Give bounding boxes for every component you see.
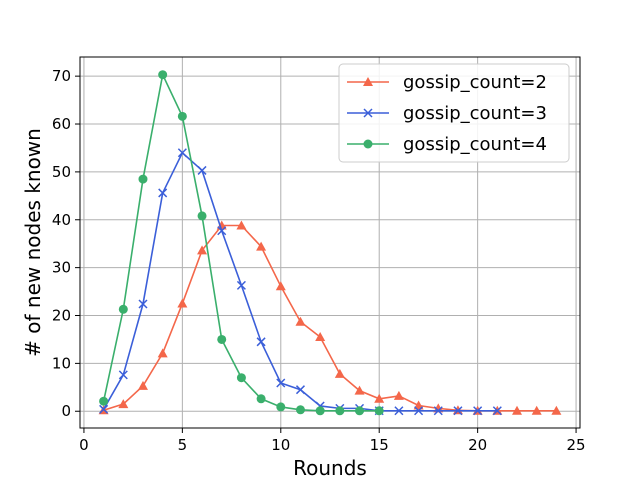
data-point [256,394,266,404]
data-point [453,406,463,416]
y-axis-label: # of new nodes known [21,128,45,357]
data-point [236,280,246,290]
y-tick-label: 60 [52,115,71,133]
data-point [394,406,404,416]
y-tick-label: 70 [52,67,71,85]
data-point [335,406,345,416]
data-point [99,396,109,406]
series-gossip_count=2 [98,220,562,415]
axis-ticks: 0 5 10 15 20 25 0 10 20 30 40 50 60 70 [52,67,586,454]
data-point [177,111,187,121]
data-point [236,373,246,383]
series-line [102,151,498,412]
legend-item: gossip_count=2 [347,72,547,93]
plot-frame [79,56,581,429]
data-point [433,406,443,416]
series-layer [98,70,562,416]
legend-label: gossip_count=2 [403,72,547,93]
data-point [492,406,502,416]
y-tick-label: 40 [52,211,71,229]
data-point [295,405,305,415]
data-point [315,332,326,342]
data-point [217,226,227,236]
series-gossip_count=3 [99,148,502,416]
data-point [158,188,168,198]
data-point [138,174,148,184]
legend-label: gossip_count=4 [403,134,547,155]
data-point [531,405,542,415]
data-point [276,378,286,388]
data-point [118,399,129,409]
data-point [512,405,523,415]
x-tick-label: 15 [370,436,389,454]
x-tick-label: 5 [178,436,188,454]
data-point [295,316,306,326]
y-tick-label: 50 [52,163,71,181]
data-point [295,385,306,395]
series-line [103,224,557,412]
y-tick-label: 20 [52,307,71,325]
data-point [354,385,365,395]
data-point [256,337,266,347]
data-point [236,220,247,230]
data-point [363,77,373,86]
series-line [102,72,380,412]
y-tick-label: 0 [61,402,71,420]
data-point [99,404,109,414]
data-point [363,139,373,149]
data-point [118,370,128,380]
data-point [197,245,208,255]
data-point [177,298,188,308]
data-point [138,299,148,309]
data-point [473,406,483,416]
data-point [363,108,373,118]
legend-box [338,63,570,163]
x-tick-label: 0 [79,436,89,454]
y-tick-label: 10 [52,354,71,372]
data-point [137,380,148,390]
x-axis-label: Rounds [293,456,367,480]
data-point [118,304,128,314]
data-point [374,393,385,403]
data-point [197,165,207,175]
data-point [355,406,365,416]
legend-item: gossip_count=3 [347,103,547,124]
x-tick-label: 10 [271,436,290,454]
legend: gossip_count=2 gossip_count=3 gossip_count… [338,63,570,163]
data-point [157,348,168,358]
data-point [256,241,267,251]
data-point [177,148,187,158]
data-point [315,406,325,416]
data-point [414,406,424,416]
data-point [334,368,345,378]
data-point [276,402,286,412]
data-point [393,390,404,400]
series-gossip_count=4 [99,70,384,416]
legend-label: gossip_count=3 [403,103,547,124]
data-point [217,334,227,344]
legend-item: gossip_count=4 [347,134,547,155]
x-tick-label: 20 [468,436,487,454]
y-tick-label: 30 [52,259,71,277]
data-point [158,70,168,80]
data-point [551,405,562,415]
data-point [374,406,384,416]
data-point [197,211,207,221]
x-tick-label: 25 [567,436,586,454]
data-point [275,281,286,291]
